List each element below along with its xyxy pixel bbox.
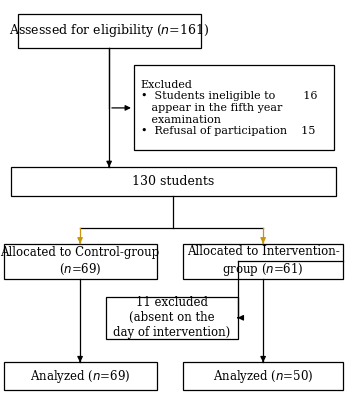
FancyBboxPatch shape [183, 244, 343, 279]
Text: 11 excluded
(absent on the
day of intervention): 11 excluded (absent on the day of interv… [113, 296, 230, 339]
FancyBboxPatch shape [11, 167, 336, 196]
FancyBboxPatch shape [4, 362, 157, 390]
Text: 130 students: 130 students [132, 175, 214, 188]
FancyBboxPatch shape [106, 297, 238, 339]
Text: Allocated to Control-group
($n$=69): Allocated to Control-group ($n$=69) [0, 246, 160, 276]
Text: Analyzed ($n$=69): Analyzed ($n$=69) [30, 368, 130, 385]
FancyBboxPatch shape [183, 362, 343, 390]
Text: Excluded
•  Students ineligible to        16
   appear in the fifth year
   exam: Excluded • Students ineligible to 16 app… [141, 80, 317, 136]
FancyBboxPatch shape [4, 244, 157, 279]
Text: Analyzed ($n$=50): Analyzed ($n$=50) [213, 368, 313, 385]
FancyBboxPatch shape [18, 14, 201, 48]
FancyBboxPatch shape [134, 65, 334, 150]
Text: Assessed for eligibility ($n$=161): Assessed for eligibility ($n$=161) [9, 22, 209, 39]
Text: Allocated to Intervention-
group ($n$=61): Allocated to Intervention- group ($n$=61… [187, 245, 339, 278]
